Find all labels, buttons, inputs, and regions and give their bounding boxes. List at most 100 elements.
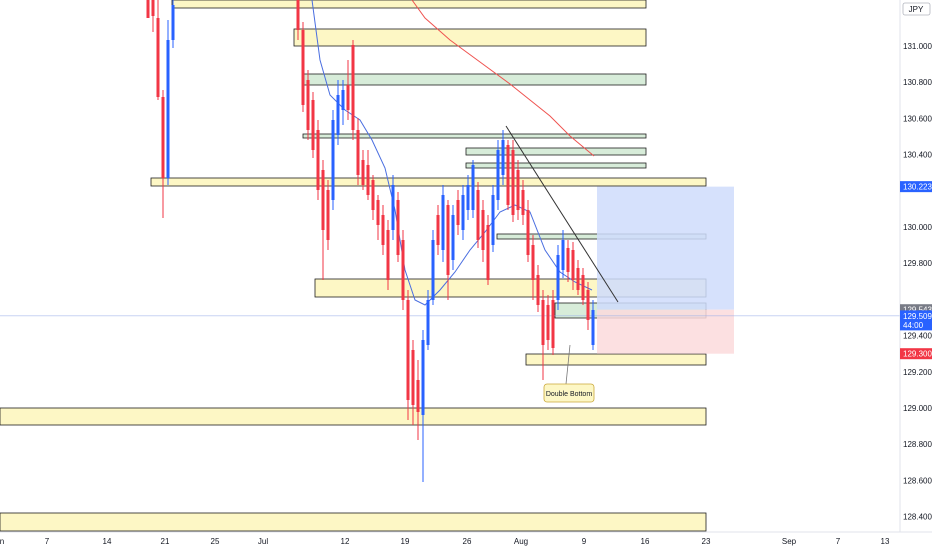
candle[interactable] [426,290,430,350]
candle[interactable] [371,175,375,220]
candle[interactable] [501,130,505,185]
candle[interactable] [156,0,160,100]
candle[interactable] [326,180,330,250]
candle[interactable] [406,290,410,420]
time-tick-label: 12 [341,537,350,546]
candle[interactable] [351,40,355,140]
entry-level-badge: 129.543 [900,304,932,316]
zone-1[interactable] [171,0,647,9]
candle[interactable] [566,240,570,282]
candle[interactable] [571,242,575,290]
candle[interactable] [416,360,420,440]
candle[interactable] [511,140,515,222]
candle[interactable] [556,245,560,310]
upper-target-badge-text: 130.223 [903,183,932,192]
double-bottom-label: Double Bottom [546,391,592,398]
candle[interactable] [381,205,385,255]
target-zone[interactable] [597,186,734,310]
candle[interactable] [481,200,485,262]
candle[interactable] [361,150,365,190]
candle[interactable] [516,160,520,220]
candle[interactable] [486,215,490,285]
price-tick-label: 129.000 [903,404,932,413]
current-price-badge-text: 129.509 [903,312,932,321]
candle[interactable] [166,20,170,185]
trendline[interactable] [505,125,619,303]
candle[interactable] [506,140,510,210]
candle[interactable] [301,22,305,112]
candle[interactable] [171,0,175,48]
zone-11[interactable] [525,353,707,366]
candle[interactable] [551,290,555,355]
candle[interactable] [536,265,540,312]
zone-4[interactable] [302,133,647,139]
candle[interactable] [336,80,340,145]
candle[interactable] [436,205,440,255]
candle[interactable] [311,92,315,158]
symbol-badge[interactable] [902,2,931,16]
slow-moving-average [411,0,595,157]
stop-zone[interactable] [597,309,734,354]
candle-body [416,380,420,412]
candle-body [166,40,170,178]
candle[interactable] [491,185,495,252]
candle[interactable] [151,0,155,32]
candle-body [591,310,595,345]
candle[interactable] [581,268,585,305]
candle-body [521,190,525,215]
candle[interactable] [316,120,320,200]
time-tick-label: 26 [463,537,472,546]
candle-body [171,5,175,40]
time-tick-label: 7 [836,537,841,546]
candle[interactable] [161,90,165,218]
candle-body [561,240,565,270]
time-tick-label: 13 [881,537,890,546]
candle[interactable] [561,230,565,278]
candle[interactable] [451,205,455,270]
candle[interactable] [466,175,470,220]
candle[interactable] [531,235,535,300]
candle[interactable] [591,300,595,350]
candle[interactable] [471,160,475,218]
candle[interactable] [586,282,590,330]
candle[interactable] [576,260,580,295]
candle[interactable] [321,160,325,280]
candle[interactable] [521,180,525,225]
candle[interactable] [411,340,415,425]
candle[interactable] [396,192,400,262]
candle[interactable] [546,295,550,350]
candle[interactable] [296,0,300,40]
candle[interactable] [391,175,395,240]
candle[interactable] [476,182,480,248]
candle[interactable] [306,70,310,140]
zone-5[interactable] [465,147,647,156]
candle[interactable] [331,110,335,210]
candle[interactable] [146,0,150,18]
candle[interactable] [386,220,390,290]
candle[interactable] [441,185,445,262]
candle[interactable] [356,118,360,185]
candle[interactable] [446,200,450,300]
candle[interactable] [376,195,380,240]
candle[interactable] [431,230,435,305]
candle[interactable] [421,330,425,482]
candle[interactable] [456,190,460,235]
candle[interactable] [541,290,545,380]
candle[interactable] [496,140,500,210]
candle-body [441,195,445,250]
candle[interactable] [401,230,405,310]
zone-2[interactable] [293,28,647,47]
candle[interactable] [366,150,370,200]
zone-13[interactable] [0,512,707,532]
candle[interactable] [341,80,345,125]
zone-7[interactable] [150,177,707,187]
candle[interactable] [526,200,530,262]
zone-12[interactable] [0,407,707,426]
entry-level-badge-text: 129.543 [903,306,932,315]
candle[interactable] [346,60,350,120]
annotation-box[interactable] [543,383,595,403]
zone-6[interactable] [465,162,647,169]
candle[interactable] [461,185,465,240]
